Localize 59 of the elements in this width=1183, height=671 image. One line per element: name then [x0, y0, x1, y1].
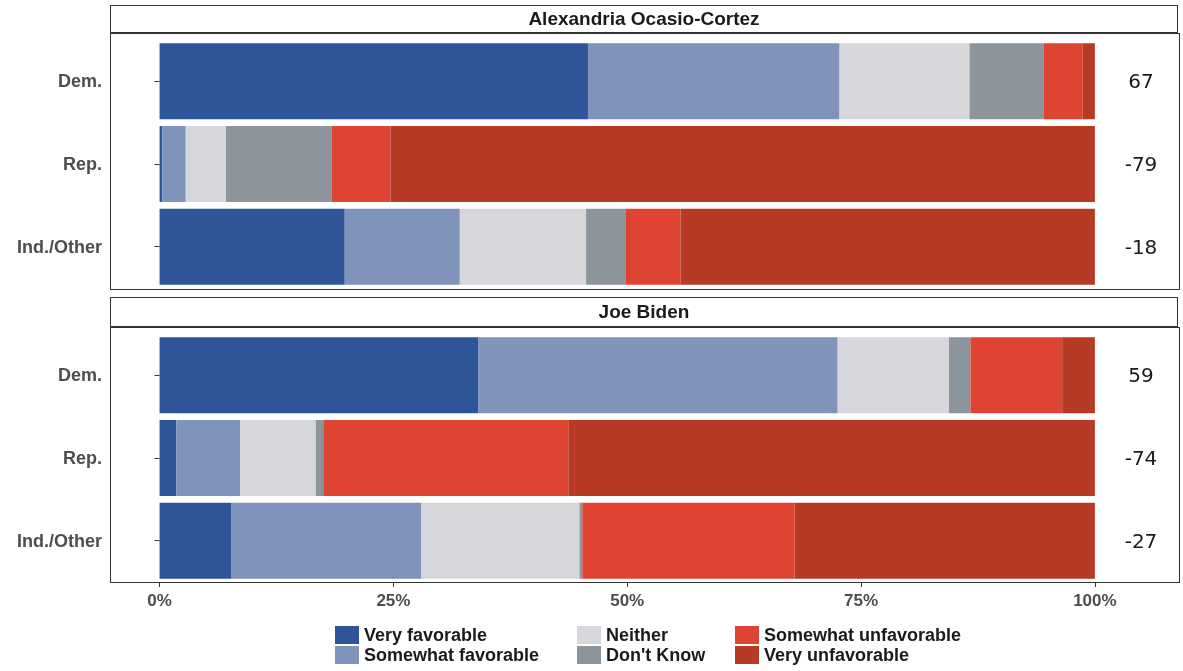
bar: [323, 419, 569, 497]
legend-label: Very unfavorable: [764, 645, 910, 665]
bar: [969, 43, 1044, 120]
bar: [587, 43, 840, 120]
bar: [1043, 43, 1083, 120]
annotation: -27: [1124, 528, 1158, 553]
legend-label: Somewhat favorable: [364, 645, 540, 665]
bar: [176, 419, 241, 497]
bar: [390, 125, 1095, 203]
bar: [315, 419, 324, 497]
legend-label: Neither: [606, 625, 669, 645]
x-tick-label: 50%: [610, 591, 645, 610]
bar: [970, 337, 1063, 414]
bar: [231, 502, 422, 579]
bar: [421, 502, 580, 579]
bar: [568, 419, 1095, 497]
bar: [625, 208, 681, 285]
bar: [185, 125, 226, 203]
bar: [948, 337, 971, 414]
legend-label: Don't Know: [606, 645, 707, 665]
x-tick-label: 75%: [844, 591, 879, 610]
bar: [459, 208, 587, 285]
y-tick-label: Dem.: [57, 365, 102, 386]
bar: [839, 43, 970, 120]
bar: [159, 337, 479, 414]
bar: [225, 125, 332, 203]
bar: [582, 502, 795, 579]
bar: [794, 502, 1095, 579]
bar: [344, 208, 460, 285]
chart-title: Joe Biden: [110, 297, 1178, 327]
bar: [1062, 337, 1095, 414]
bar: [1082, 43, 1095, 120]
y-tick-label: Ind./Other: [17, 530, 102, 551]
legend-label: Somewhat unfavorable: [764, 625, 962, 645]
legend-label: Very favorable: [364, 625, 488, 645]
y-tick-label: Rep.: [62, 448, 102, 468]
bar: [331, 125, 391, 203]
bar: [159, 502, 232, 579]
bar: [240, 419, 316, 497]
y-tick-label: Dem.: [57, 71, 102, 92]
bar: [680, 208, 1095, 285]
bar: [159, 208, 345, 285]
x-tick-label: 0%: [147, 591, 172, 610]
annotation: 67: [1128, 69, 1154, 94]
bar: [159, 43, 588, 120]
x-tick-label: 25%: [376, 591, 411, 610]
bar: [159, 419, 177, 497]
bar: [162, 125, 186, 203]
annotation: -74: [1124, 446, 1158, 470]
bar: [478, 337, 838, 414]
annotation: -79: [1124, 152, 1158, 176]
bar: [586, 208, 626, 285]
x-tick-label: 100%: [1073, 591, 1117, 610]
annotation: -18: [1124, 234, 1158, 259]
annotation: 59: [1128, 363, 1154, 388]
y-tick-label: Ind./Other: [17, 236, 102, 257]
bar: [837, 337, 949, 414]
y-tick-label: Rep.: [62, 154, 102, 174]
chart-title: Alexandria Ocasio-Cortez: [110, 5, 1178, 33]
